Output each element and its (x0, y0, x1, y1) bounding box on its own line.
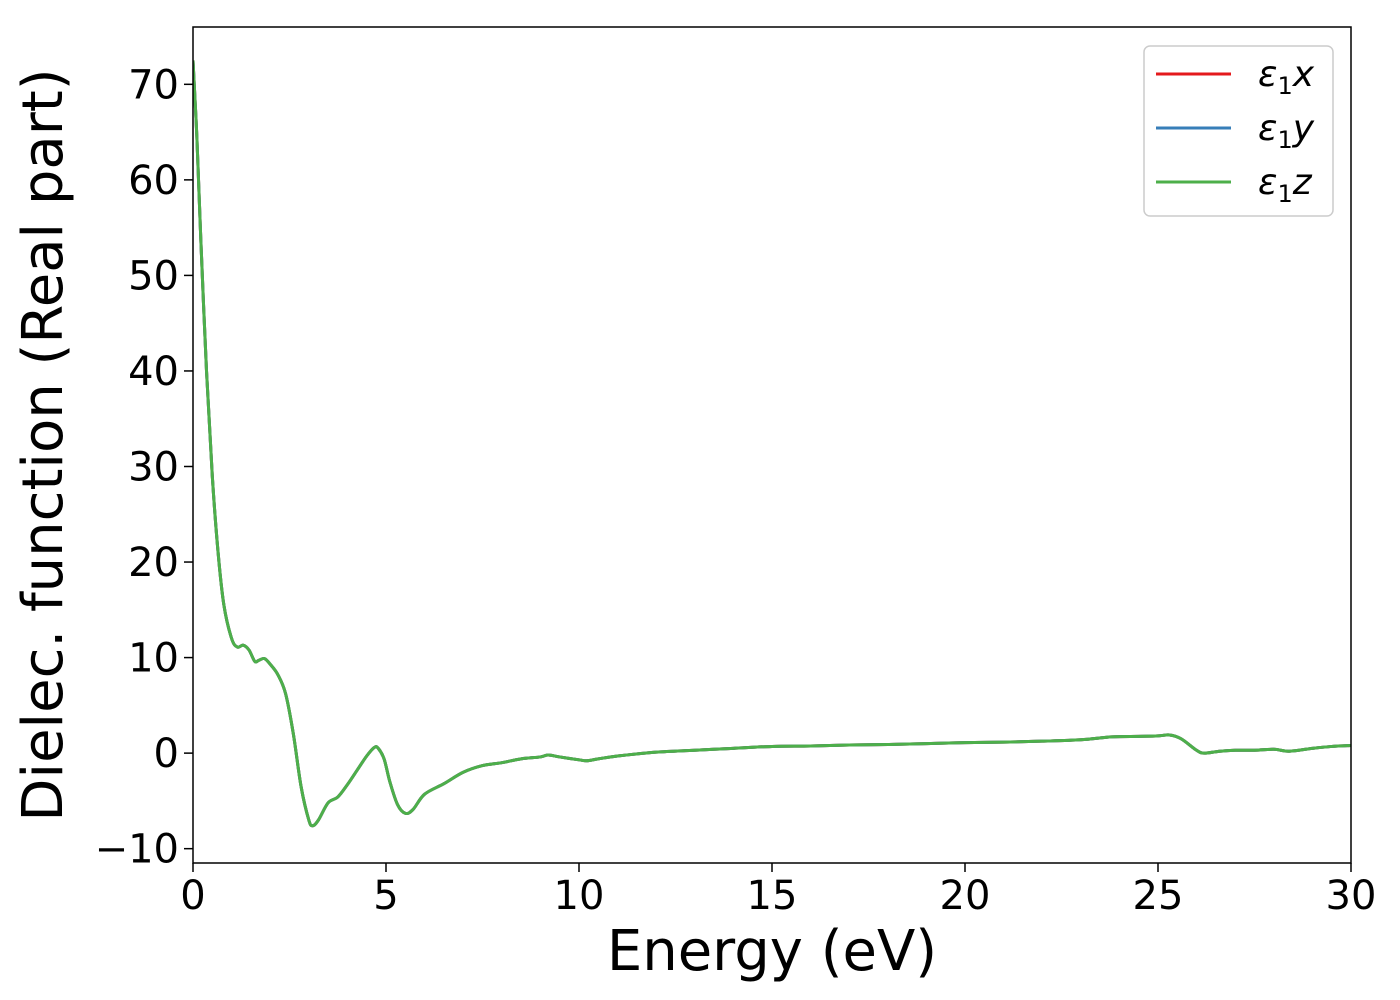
series-line-z (193, 60, 1351, 828)
legend-symbol: ε (1258, 54, 1277, 95)
legend-label-x: ε1x (1258, 54, 1315, 100)
x-tick-label: 15 (747, 873, 798, 919)
x-tick-label: 20 (940, 873, 991, 919)
y-tick-label: 60 (128, 158, 179, 204)
legend-subscript: 1 (1277, 72, 1292, 100)
x-tick-label: 0 (180, 873, 205, 919)
y-tick-label: −10 (95, 827, 179, 873)
x-tick-label: 30 (1326, 873, 1377, 919)
legend-suffix: z (1292, 162, 1313, 203)
legend-symbol: ε (1258, 162, 1277, 203)
y-tick-label: 20 (128, 540, 179, 586)
legend-label-z: ε1z (1258, 162, 1313, 208)
y-tick-label: 0 (154, 731, 179, 777)
x-tick-label: 25 (1133, 873, 1184, 919)
legend-frame (1143, 45, 1334, 217)
x-ticks: 0 5 10 15 20 25 30 (180, 863, 1376, 919)
x-axis-label: Energy (eV) (607, 919, 937, 984)
y-ticks: −10 0 10 20 30 40 50 60 70 (95, 62, 193, 873)
y-axis-label: Dielec. function (Real part) (11, 68, 76, 821)
y-tick-label: 10 (128, 636, 179, 682)
legend-subscript: 1 (1277, 180, 1292, 208)
y-tick-label: 70 (128, 62, 179, 108)
legend-suffix: y (1292, 108, 1315, 149)
y-tick-label: 30 (128, 444, 179, 490)
y-tick-label: 40 (128, 349, 179, 395)
legend-subscript: 1 (1277, 126, 1292, 154)
y-tick-label: 50 (128, 253, 179, 299)
x-tick-label: 10 (554, 873, 605, 919)
x-tick-label: 5 (373, 873, 398, 919)
plot-lines (193, 60, 1351, 828)
legend-symbol: ε (1258, 108, 1277, 149)
legend-suffix: x (1292, 54, 1315, 95)
legend-label-y: ε1y (1258, 108, 1315, 154)
